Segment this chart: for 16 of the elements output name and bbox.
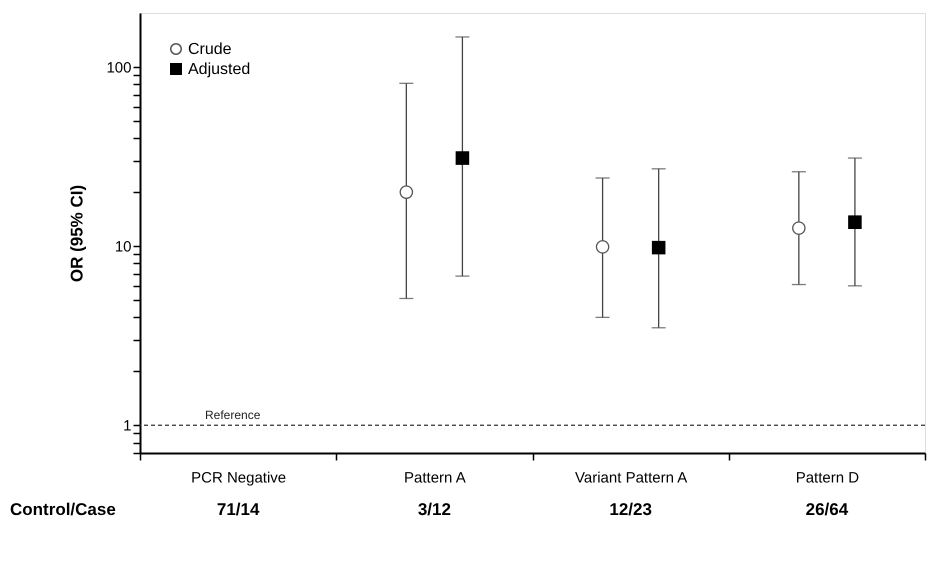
text: 12/23	[609, 500, 652, 519]
text: 26/64	[806, 500, 849, 519]
x-tick-label: Variant Pattern A	[574, 470, 688, 486]
text: 71/14	[216, 500, 260, 519]
legend-label: Crude	[188, 41, 232, 58]
ref-line-label: Reference	[205, 408, 261, 422]
x-tick-label: PCR Negative	[191, 470, 286, 486]
legend-label: Adjusted	[188, 61, 250, 78]
y-tick-label: 1	[123, 418, 132, 435]
text: 3/12	[418, 500, 451, 519]
text: Control/Case	[10, 500, 116, 519]
y-tick-label: 10	[114, 238, 132, 256]
y-axis-title: OR (95% CI)	[67, 184, 86, 282]
x-tick-label: Pattern D	[796, 470, 860, 486]
y-tick-label: 100	[106, 59, 132, 76]
x-tick-label: Pattern A	[404, 470, 466, 486]
